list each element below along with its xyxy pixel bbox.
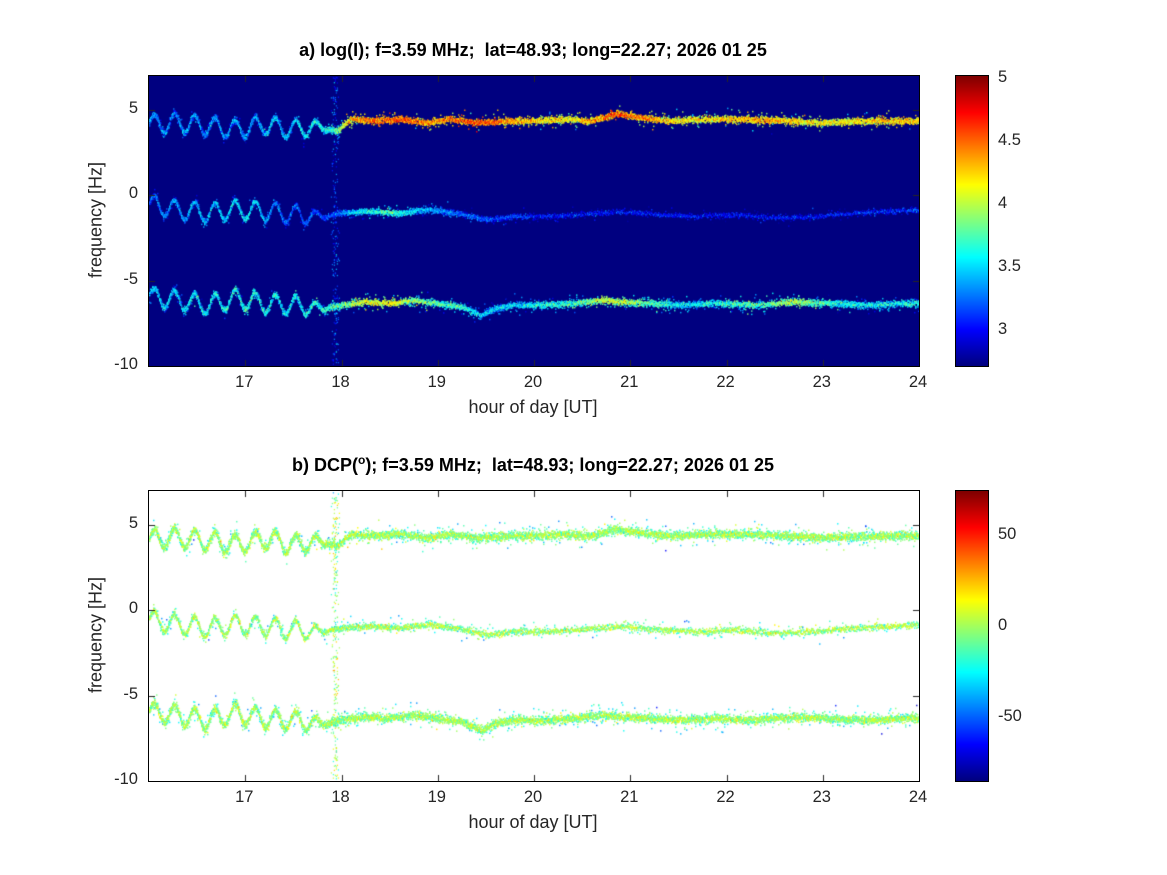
y-tick-label: 0 xyxy=(128,184,138,203)
colorbar-tick-label: 0 xyxy=(998,615,1008,634)
panel-b-title-sup: o xyxy=(357,453,366,467)
x-tick-label: 19 xyxy=(427,788,446,806)
x-tick-label: 18 xyxy=(331,788,350,806)
colorbar-tick-label: 4 xyxy=(998,193,1008,212)
panel-b-title: b) DCP(o); f=3.59 MHz; lat=48.93; long=2… xyxy=(148,453,918,476)
x-tick-label: 21 xyxy=(620,373,639,391)
panel-a-title-prefix: a) log(I); f=3.59 MHz; lat=48.93; long=2… xyxy=(299,40,767,60)
y-axis-label-a: frequency [Hz] xyxy=(85,161,106,279)
panel-a-title: a) log(I); f=3.59 MHz; lat=48.93; long=2… xyxy=(148,38,918,61)
panel-b-title-prefix: b) DCP( xyxy=(291,455,358,475)
y-tick-label: -10 xyxy=(114,770,138,788)
x-tick-label: 21 xyxy=(620,788,639,806)
x-tick-label: 20 xyxy=(523,788,543,806)
colorbar-tick-label: 5 xyxy=(998,67,1008,86)
colorbar-tick-label: 4.5 xyxy=(998,130,1021,149)
y-tick-label: -10 xyxy=(114,355,138,373)
x-tick-label: 19 xyxy=(427,373,446,391)
y-axis-label-b: frequency [Hz] xyxy=(85,576,106,694)
colorbar-tick-label: 3.5 xyxy=(998,256,1021,275)
x-axis-label-b: hour of day [UT] xyxy=(468,812,598,832)
y-tick-label: 5 xyxy=(128,514,138,533)
x-tick-label: 20 xyxy=(523,373,543,391)
x-tick-label: 24 xyxy=(908,788,928,806)
x-tick-label: 17 xyxy=(235,373,254,391)
colorbar-b xyxy=(955,490,989,782)
x-tick-label: 23 xyxy=(812,788,831,806)
x-tick-label: 23 xyxy=(812,373,831,391)
x-tick-label: 22 xyxy=(716,373,735,391)
colorbar-tick-label: -50 xyxy=(998,706,1022,725)
colorbar-a xyxy=(955,75,989,367)
x-tick-label: 24 xyxy=(908,373,928,391)
x-tick-label: 22 xyxy=(716,788,735,806)
x-tick-label: 18 xyxy=(331,373,350,391)
spectrogram-canvas-b xyxy=(148,490,920,782)
colorbar-tick-label: 50 xyxy=(998,525,1017,544)
x-tick-label: 17 xyxy=(235,788,254,806)
y-tick-label: -5 xyxy=(123,269,138,288)
y-tick-label: 5 xyxy=(128,99,138,118)
panel-b-title-suffix: ); f=3.59 MHz; lat=48.93; long=22.27; 20… xyxy=(365,455,775,475)
y-tick-label: 0 xyxy=(128,599,138,618)
spectrogram-canvas-a xyxy=(148,75,920,367)
y-tick-label: -5 xyxy=(123,684,138,703)
x-axis-label-a: hour of day [UT] xyxy=(468,397,598,417)
colorbar-tick-label: 3 xyxy=(998,319,1008,338)
